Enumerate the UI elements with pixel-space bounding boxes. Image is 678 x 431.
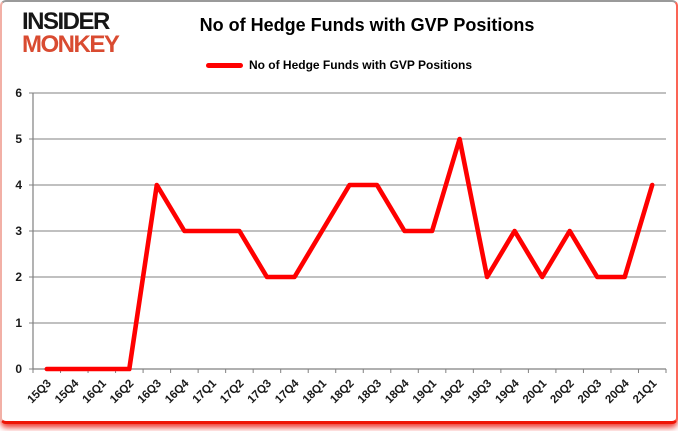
svg-text:20Q2: 20Q2 — [548, 378, 576, 406]
insider-monkey-logo: INSIDER MONKEY — [22, 8, 120, 58]
svg-text:19Q2: 19Q2 — [438, 378, 466, 406]
svg-text:17Q4: 17Q4 — [273, 377, 302, 406]
svg-text:21Q1: 21Q1 — [631, 377, 660, 406]
logo-word-insider: INSIDER — [22, 8, 110, 35]
svg-text:1: 1 — [15, 316, 22, 330]
svg-text:5: 5 — [15, 132, 22, 146]
logo-word-monkey: MONKEY — [22, 31, 120, 58]
svg-text:20Q4: 20Q4 — [603, 377, 632, 406]
svg-text:3: 3 — [15, 224, 22, 238]
svg-text:19Q4: 19Q4 — [493, 377, 522, 406]
svg-text:19Q1: 19Q1 — [411, 377, 440, 406]
svg-text:20Q3: 20Q3 — [576, 378, 604, 406]
chart-title: No of Hedge Funds with GVP Positions — [199, 15, 535, 35]
svg-text:17Q2: 17Q2 — [218, 378, 246, 406]
svg-text:15Q4: 15Q4 — [53, 377, 82, 406]
svg-text:0: 0 — [15, 362, 22, 376]
svg-text:2: 2 — [15, 270, 22, 284]
chart-legend: No of Hedge Funds with GVP Positions — [2, 58, 676, 72]
svg-text:16Q3: 16Q3 — [136, 378, 164, 406]
svg-text:6: 6 — [15, 86, 22, 100]
svg-text:16Q2: 16Q2 — [108, 378, 136, 406]
svg-text:18Q4: 18Q4 — [383, 377, 412, 406]
legend-line-swatch — [205, 62, 243, 68]
svg-text:18Q3: 18Q3 — [356, 378, 384, 406]
svg-text:16Q1: 16Q1 — [81, 377, 110, 406]
svg-text:17Q1: 17Q1 — [191, 377, 220, 406]
svg-text:15Q3: 15Q3 — [25, 378, 53, 406]
svg-text:17Q3: 17Q3 — [246, 378, 274, 406]
svg-text:18Q2: 18Q2 — [328, 378, 356, 406]
legend-series-label: No of Hedge Funds with GVP Positions — [248, 58, 473, 72]
svg-text:20Q1: 20Q1 — [521, 377, 550, 406]
svg-text:19Q3: 19Q3 — [466, 378, 494, 406]
svg-text:18Q1: 18Q1 — [301, 377, 330, 406]
svg-text:16Q4: 16Q4 — [163, 377, 192, 406]
svg-text:4: 4 — [15, 178, 22, 192]
